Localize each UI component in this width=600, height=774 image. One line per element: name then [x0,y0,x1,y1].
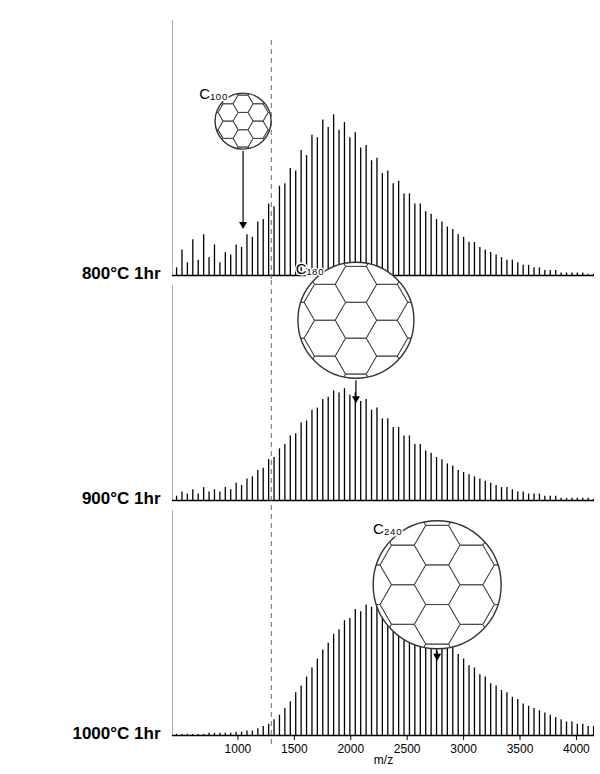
svg-text:3000: 3000 [450,742,477,756]
svg-text:2500: 2500 [394,742,421,756]
svg-text:3500: 3500 [507,742,534,756]
svg-text:C₂₄₀: C₂₄₀ [373,520,402,537]
svg-text:C₁₀₀: C₁₀₀ [199,85,227,102]
svg-text:4000: 4000 [563,742,590,756]
svg-text:m/z: m/z [374,753,393,767]
svg-text:1000°C 1hr: 1000°C 1hr [72,724,160,743]
svg-text:C₁₈₀: C₁₈₀ [296,260,324,277]
svg-text:900°C 1hr: 900°C 1hr [82,489,161,508]
svg-text:1500: 1500 [281,742,308,756]
svg-text:2000: 2000 [337,742,364,756]
svg-text:800°C 1hr: 800°C 1hr [82,264,161,283]
svg-text:1000: 1000 [225,742,252,756]
